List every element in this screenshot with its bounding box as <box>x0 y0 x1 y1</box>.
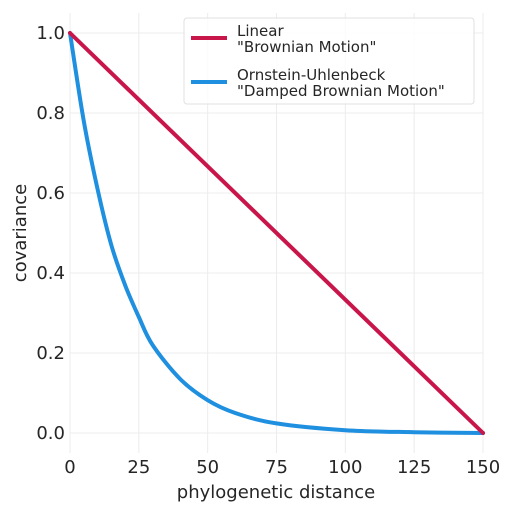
legend-label: "Damped Brownian Motion" <box>237 82 445 100</box>
legend: Linear"Brownian Motion" Ornstein-Uhlenbec… <box>183 17 475 105</box>
x-tick-label: 100 <box>328 457 362 478</box>
y-tick-label: 0.6 <box>36 183 65 204</box>
legend-label: Ornstein-Uhlenbeck <box>237 66 386 84</box>
y-tick-label: 1.0 <box>36 23 65 44</box>
x-tick-label: 75 <box>265 457 288 478</box>
x-tick-labels: 0 25 50 75 100 125 150 <box>64 457 500 478</box>
series-layer <box>68 31 485 435</box>
legend-label: Linear <box>237 22 284 40</box>
legend-box <box>183 17 475 105</box>
ou-series-line <box>68 31 485 435</box>
x-tick-label: 0 <box>64 457 75 478</box>
y-tick-label: 0.0 <box>36 423 65 444</box>
y-tick-label: 0.2 <box>36 343 65 364</box>
y-tick-label: 0.4 <box>36 263 65 284</box>
x-tick-label: 150 <box>466 457 500 478</box>
y-tick-labels: 0.0 0.2 0.4 0.6 0.8 1.0 <box>36 23 65 444</box>
x-tick-label: 125 <box>397 457 431 478</box>
y-tick-label: 0.8 <box>36 103 65 124</box>
legend-label: "Brownian Motion" <box>237 38 376 56</box>
linear-series-line <box>68 31 485 435</box>
x-tick-label: 50 <box>196 457 219 478</box>
x-tick-label: 25 <box>127 457 150 478</box>
y-axis-label: covariance <box>10 184 31 282</box>
x-axis-label: phylogenetic distance <box>177 482 375 503</box>
